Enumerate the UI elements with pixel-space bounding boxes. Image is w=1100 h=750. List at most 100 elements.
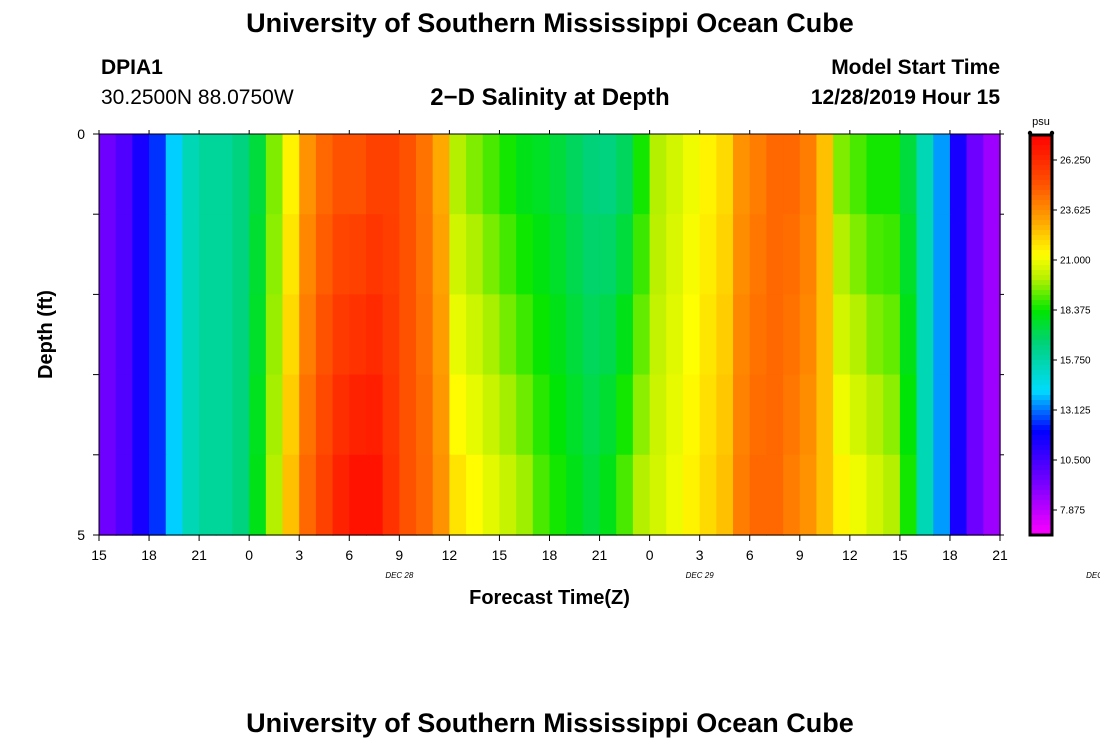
salinity-cell xyxy=(99,374,117,456)
chart-subtitle: 2−D Salinity at Depth xyxy=(430,84,670,111)
salinity-cell xyxy=(149,294,167,376)
salinity-cell xyxy=(215,294,234,376)
salinity-cell xyxy=(916,214,934,296)
salinity-cell xyxy=(399,134,417,215)
salinity-cell xyxy=(115,374,134,456)
salinity-cell xyxy=(382,134,401,215)
salinity-cell xyxy=(182,294,200,376)
colorbar: 26.250 23.625 21.000 18.375 15.750 13.125 10.5… xyxy=(1030,135,1091,536)
colorbar-segment xyxy=(1030,515,1052,521)
salinity-cell xyxy=(299,374,317,456)
salinity-cell xyxy=(499,294,517,376)
salinity-cell xyxy=(566,454,584,536)
salinity-cell xyxy=(682,454,701,536)
salinity-cell xyxy=(883,214,901,296)
salinity-cell xyxy=(232,294,250,376)
colorbar-segment xyxy=(1030,160,1052,166)
salinity-cell xyxy=(482,454,501,536)
colorbar-unit: psu xyxy=(1032,116,1050,128)
salinity-cell xyxy=(149,454,167,536)
salinity-cell xyxy=(682,214,701,296)
date-label: DEC 30 xyxy=(1086,571,1100,580)
salinity-cell xyxy=(549,374,567,456)
salinity-cell xyxy=(649,214,667,296)
salinity-cell xyxy=(866,134,884,215)
salinity-cell xyxy=(582,374,601,456)
salinity-cell xyxy=(933,214,951,296)
colorbar-segment xyxy=(1030,240,1052,246)
salinity-cell xyxy=(716,134,734,215)
salinity-cell xyxy=(332,374,350,456)
salinity-cell xyxy=(215,374,234,456)
colorbar-segment xyxy=(1030,420,1052,426)
colorbar-tick-label: 15.750 xyxy=(1060,356,1091,367)
salinity-cell xyxy=(766,294,784,376)
colorbar-segment xyxy=(1030,370,1052,376)
salinity-cell xyxy=(699,454,718,536)
salinity-cell xyxy=(99,214,117,296)
salinity-cell xyxy=(599,454,617,536)
colorbar-end-marker xyxy=(1049,130,1055,136)
salinity-cell xyxy=(699,214,718,296)
salinity-cell xyxy=(332,294,350,376)
salinity-cell xyxy=(449,214,467,296)
date-label: DEC 28 xyxy=(385,571,414,580)
salinity-cell xyxy=(499,454,517,536)
salinity-cell xyxy=(332,454,350,536)
colorbar-tick-label: 13.125 xyxy=(1060,406,1091,417)
salinity-cell xyxy=(549,134,567,215)
x-tick-label: 18 xyxy=(542,547,558,563)
salinity-cell xyxy=(632,374,651,456)
salinity-cell xyxy=(482,134,501,215)
x-tick-label: 3 xyxy=(696,547,704,563)
salinity-cell xyxy=(649,374,667,456)
salinity-cell xyxy=(249,134,267,215)
salinity-cell xyxy=(482,294,501,376)
colorbar-segment xyxy=(1030,135,1052,141)
salinity-cell xyxy=(132,214,150,296)
salinity-cell xyxy=(549,214,567,296)
salinity-cell xyxy=(666,134,684,215)
salinity-cell xyxy=(916,374,934,456)
salinity-cell xyxy=(816,214,834,296)
colorbar-segment xyxy=(1030,435,1052,441)
salinity-cell xyxy=(482,374,501,456)
salinity-cell xyxy=(165,374,184,456)
salinity-cell xyxy=(933,454,951,536)
salinity-cell xyxy=(115,214,134,296)
salinity-cell xyxy=(282,294,300,376)
station-coordinates: 30.2500N 88.0750W xyxy=(101,86,294,109)
salinity-cell xyxy=(983,374,1001,456)
salinity-cell xyxy=(716,374,734,456)
salinity-cell xyxy=(115,134,134,215)
salinity-cell xyxy=(532,374,551,456)
salinity-cell xyxy=(916,294,934,376)
salinity-cell xyxy=(99,134,117,215)
salinity-cell xyxy=(516,454,534,536)
x-tick-label: 3 xyxy=(295,547,303,563)
colorbar-segment xyxy=(1030,490,1052,496)
colorbar-segment xyxy=(1030,140,1052,146)
colorbar-tick-label: 7.875 xyxy=(1060,506,1085,517)
model-start-value: 12/28/2019 Hour 15 xyxy=(810,86,1000,109)
salinity-cell xyxy=(199,134,217,215)
x-tick-label: 9 xyxy=(796,547,804,563)
salinity-cell xyxy=(315,214,334,296)
salinity-cell xyxy=(315,134,334,215)
y-tick-label: 0 xyxy=(77,126,85,142)
salinity-cell xyxy=(883,294,901,376)
salinity-cell xyxy=(682,294,701,376)
salinity-cell xyxy=(199,454,217,536)
salinity-cell xyxy=(783,134,801,215)
salinity-cell xyxy=(282,454,300,536)
salinity-cell xyxy=(299,134,317,215)
salinity-cell xyxy=(549,294,567,376)
salinity-cell xyxy=(949,294,968,376)
salinity-cell xyxy=(682,374,701,456)
salinity-cell xyxy=(616,374,634,456)
salinity-cell xyxy=(666,214,684,296)
colorbar-segment xyxy=(1030,320,1052,326)
salinity-cell xyxy=(532,294,551,376)
colorbar-segment xyxy=(1030,500,1052,506)
colorbar-segment xyxy=(1030,200,1052,206)
